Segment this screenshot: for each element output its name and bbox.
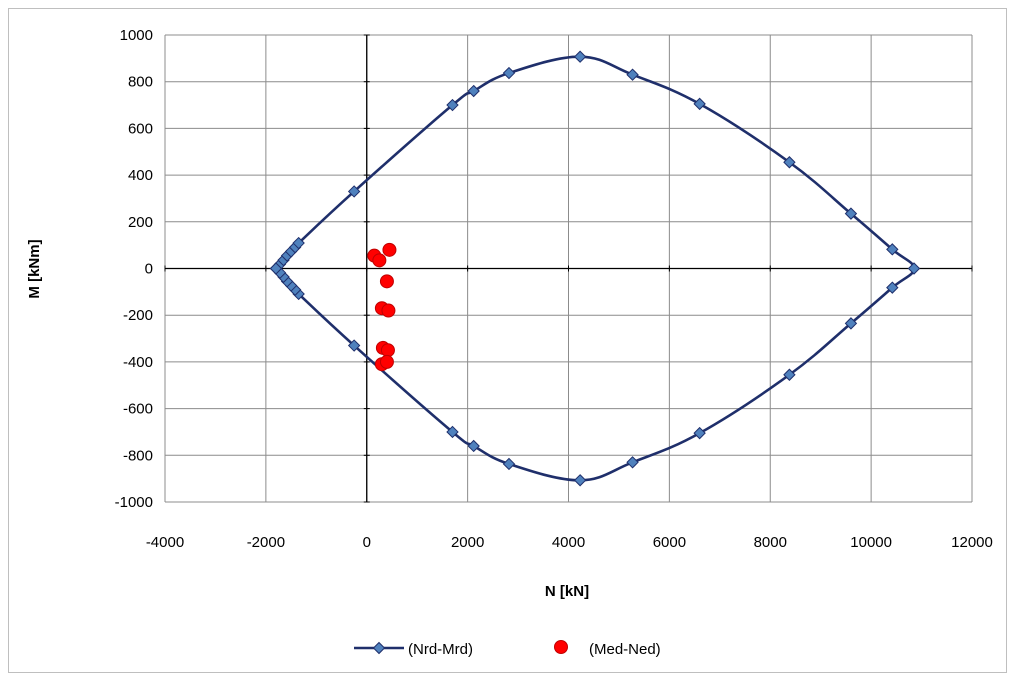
series-nrd-mrd-point	[693, 426, 706, 440]
series-nrd-mrd-point	[467, 84, 480, 98]
series-nrd-mrd-point	[844, 317, 858, 330]
legend: (Nrd-Mrd) (Med-Ned)	[354, 640, 661, 658]
series-med-ned-point	[380, 343, 395, 358]
legend-med-ned-swatch	[554, 640, 568, 654]
series-nrd-mrd-point	[467, 439, 480, 453]
legend-nrd-mrd-label: (Nrd-Mrd)	[408, 641, 473, 658]
y-tick-label: -600	[123, 401, 153, 418]
series-med-ned-point	[372, 253, 387, 268]
series-nrd-mrd-point	[502, 457, 516, 471]
y-tick-label: -1000	[115, 494, 153, 511]
tick-label-layer: -4000 -2000 0 2000 4000 6000 8000 10000 12000-10…	[115, 27, 993, 551]
x-tick-label: 2000	[451, 534, 484, 551]
y-tick-label: 600	[128, 120, 153, 137]
x-tick-label: 6000	[653, 534, 686, 551]
series-nrd-mrd-point	[783, 368, 796, 381]
axes-layer	[164, 34, 973, 503]
series-nrd-mrd-point	[502, 66, 516, 80]
series-layer	[269, 50, 921, 487]
x-tick-label: -2000	[247, 534, 285, 551]
series-nrd-mrd-point	[886, 281, 899, 294]
grid-layer	[164, 34, 973, 503]
legend-med-ned-label: (Med-Ned)	[589, 641, 661, 658]
y-tick-label: 800	[128, 74, 153, 91]
series-nrd-mrd-point	[626, 68, 639, 81]
series-med-ned-point	[379, 354, 394, 369]
y-tick-label: 0	[145, 261, 153, 278]
x-tick-label: 12000	[951, 534, 993, 551]
series-med-ned-point	[381, 303, 396, 318]
series-nrd-mrd-point	[269, 262, 283, 275]
series-med-ned-point	[382, 242, 397, 257]
series-nrd-mrd-point	[886, 243, 899, 256]
series-nrd-mrd-point	[693, 97, 706, 111]
series-med-ned-point	[379, 274, 394, 289]
chart-plot: -4000 -2000 0 2000 4000 6000 8000 10000 12000-10…	[26, 27, 993, 658]
series-nrd-mrd-point	[783, 156, 796, 169]
x-axis-title: N [kN]	[545, 583, 589, 600]
y-tick-label: -800	[123, 447, 153, 464]
series-nrd-mrd-point	[844, 207, 858, 220]
series-nrd-mrd-point	[446, 98, 459, 112]
series-nrd-mrd-point	[573, 50, 587, 63]
series-nrd-mrd-point	[347, 185, 361, 198]
series-nrd-mrd-point	[292, 236, 305, 250]
y-tick-label: 200	[128, 214, 153, 231]
series-nrd-mrd-point	[347, 339, 361, 352]
y-axis-title: M [kNm]	[26, 239, 43, 298]
legend-nrd-mrd-swatch-marker	[372, 641, 386, 655]
x-tick-label: 10000	[850, 534, 892, 551]
y-tick-label: -400	[123, 354, 153, 371]
x-tick-label: 8000	[754, 534, 787, 551]
series-nrd-mrd-point	[573, 474, 587, 487]
x-tick-label: -4000	[146, 534, 184, 551]
y-tick-label: 400	[128, 167, 153, 184]
series-nrd-mrd-point	[907, 262, 921, 275]
y-tick-label: -200	[123, 307, 153, 324]
x-tick-label: 0	[363, 534, 371, 551]
series-nrd-mrd-point	[626, 456, 639, 469]
y-tick-label: 1000	[120, 27, 153, 44]
x-tick-label: 4000	[552, 534, 585, 551]
series-nrd-mrd-point	[446, 425, 459, 439]
chart-frame: -4000 -2000 0 2000 4000 6000 8000 10000 12000 -10…	[8, 8, 1007, 673]
